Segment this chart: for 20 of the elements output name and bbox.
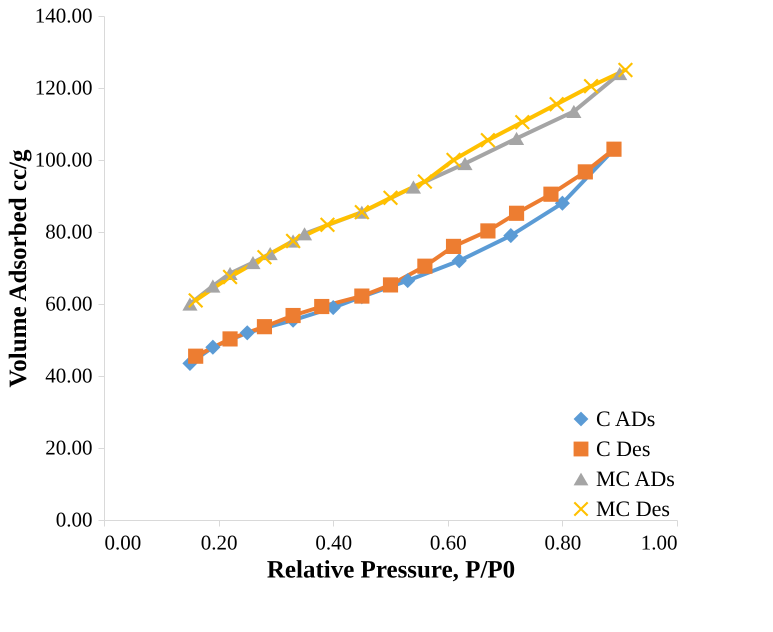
y-tick-label: 20.00 — [45, 436, 92, 460]
legend-label: C ADs — [596, 406, 656, 431]
x-axis-title: Relative Pressure, P/P0 — [266, 556, 516, 584]
legend-label: MC Des — [596, 496, 670, 521]
y-tick-label: 60.00 — [45, 292, 92, 316]
x-tick-label: 0.20 — [200, 530, 238, 554]
x-tick-label: 0.60 — [430, 530, 467, 554]
y-axis-title: Volume Adsorbed cc/g — [4, 149, 32, 388]
y-tick-label: 100.00 — [34, 148, 92, 172]
x-tick-label: 0.00 — [104, 530, 142, 554]
y-tick-label: 140.00 — [34, 4, 92, 28]
y-tick-label: 40.00 — [45, 364, 92, 388]
y-tick-label: 80.00 — [45, 220, 92, 244]
x-tick-label: 0.80 — [544, 530, 582, 554]
y-tick-label: 120.00 — [34, 76, 92, 100]
legend-label: MC ADs — [596, 466, 675, 491]
y-tick-label: 0.00 — [56, 508, 92, 532]
x-tick-label: 1.00 — [640, 530, 678, 554]
x-tick-label: 0.40 — [315, 530, 352, 554]
legend-label: C Des — [596, 436, 650, 461]
